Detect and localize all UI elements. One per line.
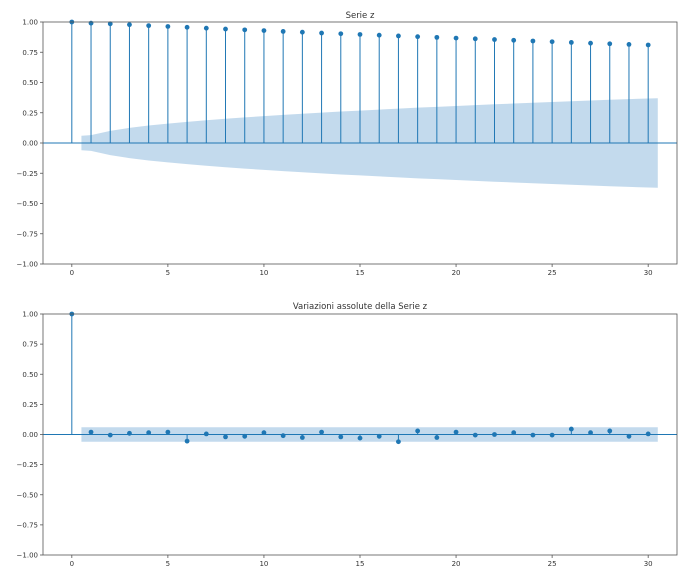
- acf-point: [165, 24, 171, 29]
- x-tick-label: 5: [166, 269, 170, 277]
- x-tick-label: 10: [259, 269, 268, 277]
- acf-point: [242, 433, 248, 439]
- acf-point: [453, 429, 459, 435]
- acf-point: [203, 431, 209, 437]
- acf-point: [223, 434, 228, 440]
- acf-point: [626, 433, 632, 439]
- y-tick-label: −0.75: [17, 230, 38, 238]
- acf-point: [549, 432, 555, 438]
- y-tick-label: −0.25: [17, 170, 38, 178]
- y-tick-label: 0.50: [22, 79, 38, 87]
- acf-point: [434, 34, 440, 40]
- y-tick-label: 0.75: [22, 341, 38, 349]
- acf-point: [203, 25, 209, 31]
- x-tick-label: 30: [644, 560, 653, 568]
- x-tick-label: 0: [70, 269, 74, 277]
- acf-point: [472, 36, 478, 42]
- x-tick-label: 30: [644, 269, 653, 277]
- x-tick-label: 0: [70, 560, 74, 568]
- acf-point: [261, 430, 267, 436]
- acf-point: [280, 433, 286, 439]
- acf-point: [530, 432, 536, 438]
- acf-point: [530, 38, 536, 44]
- y-tick-label: 0.00: [22, 140, 38, 148]
- acf-point: [107, 432, 113, 438]
- acf-point: [146, 23, 152, 29]
- acf-point: [338, 434, 344, 440]
- y-tick-label: −1.00: [17, 261, 38, 269]
- acf-point: [299, 435, 305, 440]
- acf-point: [261, 28, 267, 33]
- acf-point: [568, 426, 574, 432]
- x-tick-label: 5: [166, 560, 170, 568]
- acf-point: [223, 26, 228, 32]
- y-tick-label: −0.50: [17, 491, 38, 499]
- y-tick-label: 0.00: [22, 431, 38, 439]
- acf-point: [127, 430, 132, 436]
- acf-point: [511, 430, 517, 436]
- acf-point: [492, 432, 497, 437]
- acf-point: [88, 429, 94, 435]
- x-tick-label: 15: [356, 560, 365, 568]
- acf-point: [434, 435, 440, 440]
- acf-point: [415, 428, 421, 434]
- acf-point: [127, 22, 132, 28]
- acf-point: [396, 439, 401, 445]
- acf-point: [549, 39, 555, 45]
- acf-panel-serie-z: Serie z 1.00 0.75 0.50 0.25 0.00 −0.25 −0.50 −0…: [17, 11, 678, 277]
- acf-point: [511, 37, 517, 43]
- acf-point: [357, 435, 363, 441]
- acf-point: [588, 40, 593, 46]
- acf-point: [146, 430, 152, 436]
- acf-point: [338, 31, 344, 37]
- acf-point: [396, 33, 401, 39]
- y-tick-label: −1.00: [17, 552, 38, 560]
- acf-point: [568, 40, 574, 45]
- y-tick-label: −0.75: [17, 521, 38, 529]
- acf-point: [107, 21, 113, 27]
- x-tick-label: 25: [548, 560, 557, 568]
- acf-point: [376, 433, 382, 439]
- acf-point: [453, 35, 459, 41]
- y-tick-label: 1.00: [22, 311, 38, 319]
- acf-point: [607, 41, 613, 47]
- acf-point: [645, 431, 651, 437]
- acf-point: [184, 438, 190, 444]
- acf-point: [165, 429, 171, 435]
- acf-point: [319, 30, 324, 36]
- acf-point: [626, 41, 632, 47]
- acf-point: [472, 432, 478, 438]
- acf-panel-variazioni-assolute: Variazioni assolute della Serie z 1.00 0.…: [17, 302, 678, 568]
- x-tick-label: 10: [259, 560, 268, 568]
- acf-point: [415, 34, 421, 40]
- acf-point: [299, 29, 305, 35]
- acf-point: [280, 29, 286, 34]
- acf-point: [184, 24, 190, 30]
- y-tick-label: 0.75: [22, 49, 38, 57]
- acf-point: [242, 27, 248, 33]
- y-tick-label: 1.00: [22, 19, 38, 27]
- acf-point: [376, 32, 382, 38]
- acf-point: [588, 430, 593, 436]
- acf-point: [492, 37, 497, 42]
- acf-point: [645, 42, 651, 48]
- chart-title: Serie z: [346, 11, 375, 21]
- y-tick-label: 0.50: [22, 371, 38, 379]
- acf-point: [357, 32, 363, 37]
- acf-point: [319, 429, 324, 435]
- y-tick-label: −0.50: [17, 200, 38, 208]
- y-tick-label: 0.25: [22, 109, 38, 117]
- x-tick-label: 20: [452, 560, 461, 568]
- chart-title: Variazioni assolute della Serie z: [293, 302, 428, 312]
- acf-point: [88, 20, 94, 26]
- y-tick-label: −0.25: [17, 461, 38, 469]
- y-tick-label: 0.25: [22, 401, 38, 409]
- x-tick-label: 15: [356, 269, 365, 277]
- acf-point: [607, 428, 613, 434]
- x-tick-label: 25: [548, 269, 557, 277]
- x-tick-label: 20: [452, 269, 461, 277]
